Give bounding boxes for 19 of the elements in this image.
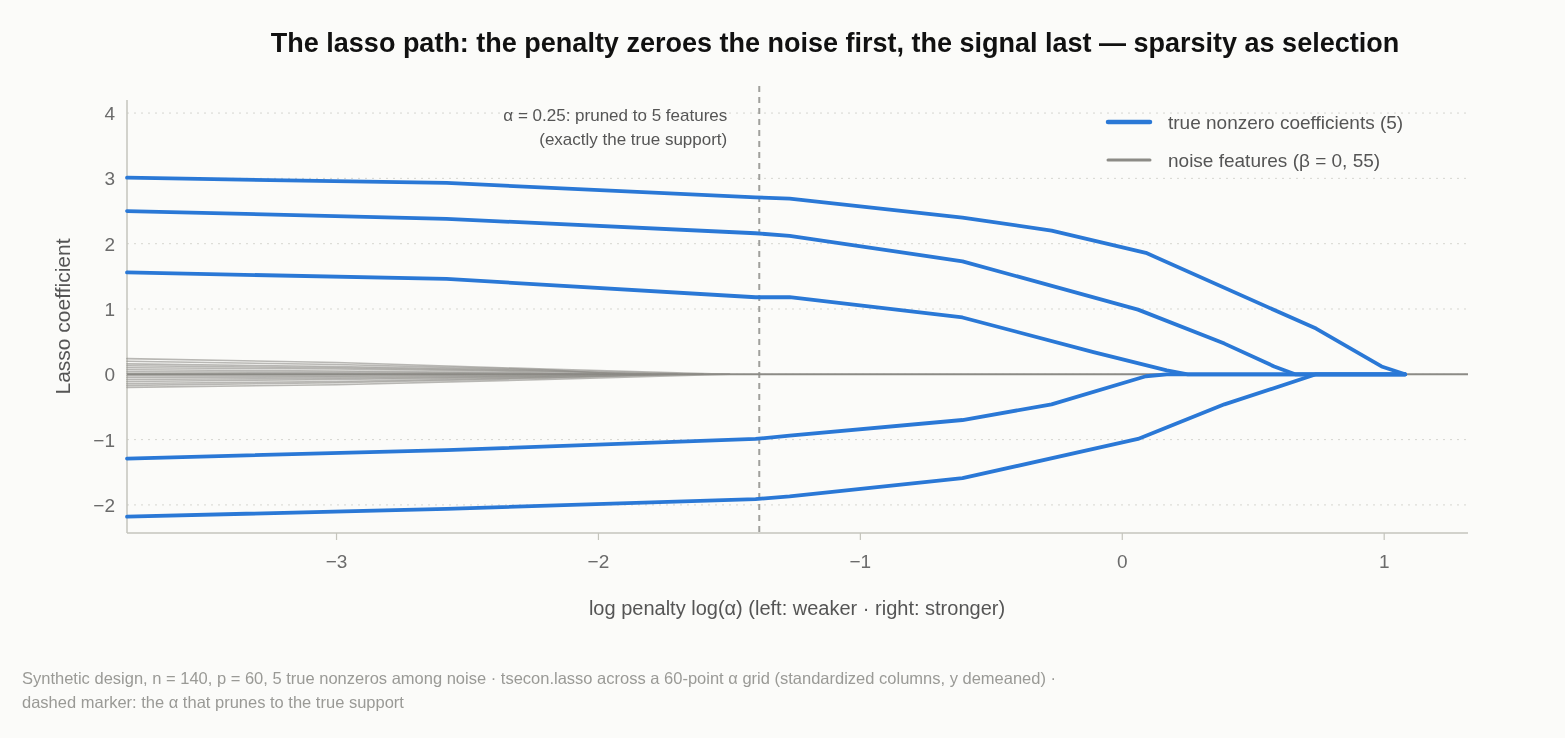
x-tick-label: −3: [325, 551, 348, 572]
annotation: α = 0.25: pruned to 5 features (exactly the true support): [503, 106, 728, 149]
chart-title: The lasso path: the penalty zeroes the noise first, the signal last — sparsity as selection: [270, 28, 1400, 58]
y-tick-label: −1: [93, 429, 115, 451]
y-tick-label: 3: [104, 168, 115, 190]
y-tick-label: 1: [104, 298, 115, 320]
x-tick-label: −1: [849, 551, 872, 572]
y-axis-title: Lasso coefficient: [51, 238, 74, 395]
x-tick-label: −2: [587, 551, 610, 572]
x-tick-label: 0: [1116, 551, 1128, 572]
y-tick-label: −2: [93, 494, 115, 516]
x-tick-label: 1: [1378, 551, 1390, 572]
legend-label: true nonzero coefficients (5): [1168, 112, 1404, 133]
y-tick-label: 0: [104, 364, 115, 386]
legend-label: noise features (β = 0, 55): [1168, 150, 1381, 171]
x-axis-title: log penalty log(α) (left: weaker · right: stronger): [588, 597, 1006, 619]
y-tick-label: 4: [104, 103, 116, 125]
y-tick-label: 2: [104, 233, 115, 255]
text: Synthetic design, n = 140, p = 60, 5 true nonzeros among noise · tsecon.lasso across a 60-point α grid (standardized columns, y demeaned) · dashed marker: the α that prunes to the true support: [22, 669, 1057, 711]
